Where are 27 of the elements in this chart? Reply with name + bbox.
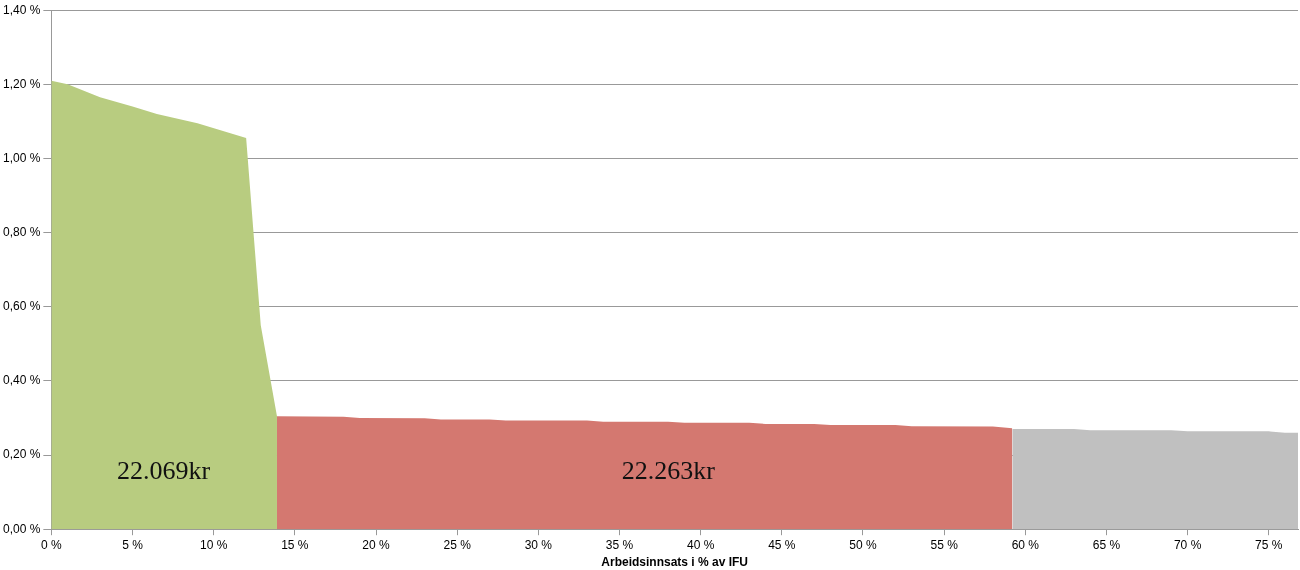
x-tick-label: 5 % xyxy=(122,537,144,552)
x-tick-label: 55 % xyxy=(930,537,959,552)
y-tick-label: 0,00 % xyxy=(3,521,41,536)
x-tick-label: 75 % xyxy=(1255,537,1283,552)
x-tick-label: 45 % xyxy=(768,537,796,552)
x-tick-label: 20 % xyxy=(362,537,391,552)
y-tick-label: 0,40 % xyxy=(3,373,41,388)
annotation: 22.263kr xyxy=(621,455,716,485)
x-tick-label: 10 % xyxy=(200,537,228,552)
y-tick-label: 0,20 % xyxy=(3,447,41,462)
x-tick-label: 65 % xyxy=(1092,537,1121,552)
y-tick-label: 0,80 % xyxy=(3,224,41,239)
x-tick-label: 15 % xyxy=(281,537,309,552)
x-tick-label: 0 % xyxy=(41,537,63,552)
x-tick-label: 60 % xyxy=(1011,537,1040,552)
y-tick-label: 1,20 % xyxy=(3,76,41,91)
x-tick-label: 25 % xyxy=(443,537,472,552)
x-tick-label: 35 % xyxy=(605,537,634,552)
x-axis-title: Arbeidsinnsats i % av IFU xyxy=(601,555,749,570)
y-tick-label: 0,60 % xyxy=(3,299,41,314)
x-tick-label: 40 % xyxy=(686,537,715,552)
y-tick-label: 1,40 % xyxy=(3,2,41,17)
y-tick-label: 1,00 % xyxy=(3,150,41,165)
x-tick-label: 30 % xyxy=(524,537,553,552)
x-tick-label: 50 % xyxy=(849,537,877,552)
x-tick-label: 70 % xyxy=(1173,537,1202,552)
annotation: 22.069kr xyxy=(116,455,211,485)
